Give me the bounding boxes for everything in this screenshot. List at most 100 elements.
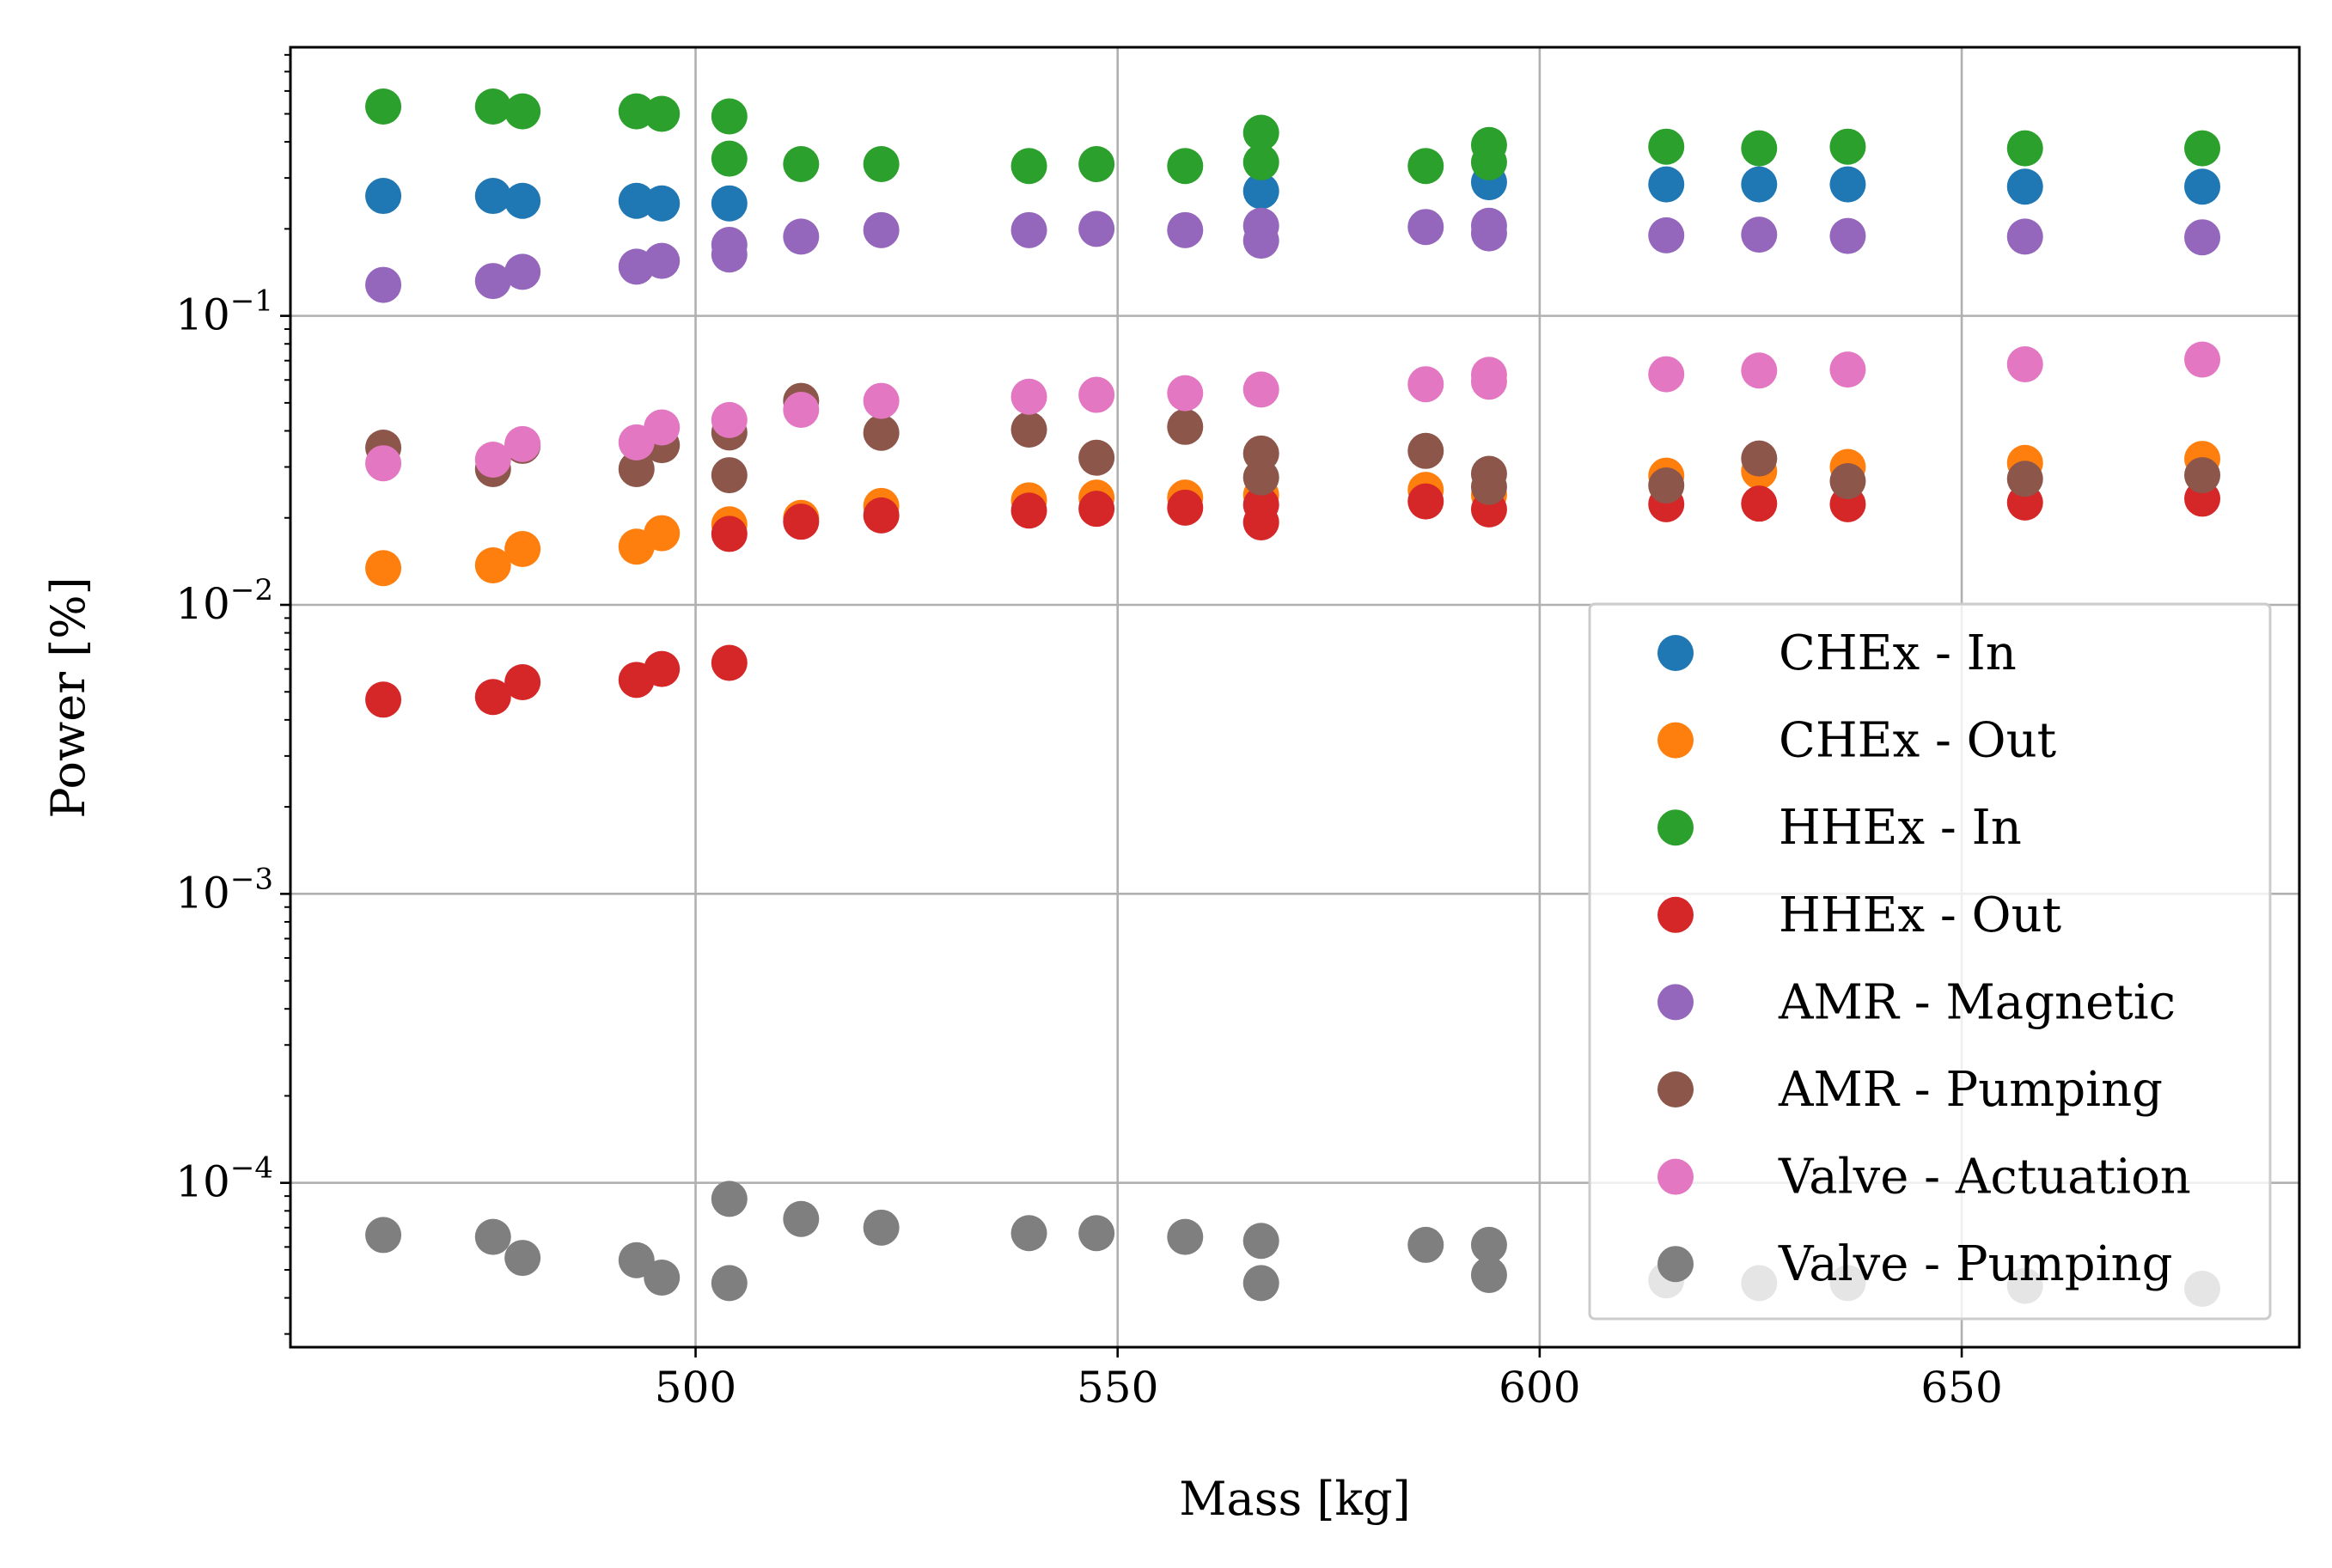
point-valve-pumping bbox=[1242, 1265, 1279, 1302]
legend-label: HHEx - Out bbox=[1779, 888, 2062, 943]
plot-frame bbox=[289, 46, 2301, 1349]
point-amr-magnetic bbox=[1010, 211, 1047, 248]
data-points bbox=[365, 88, 2221, 1308]
point-hhex-in bbox=[711, 140, 748, 177]
legend-marker bbox=[1657, 1246, 1694, 1283]
point-hhex-out bbox=[1407, 483, 1444, 520]
legend-marker bbox=[1657, 1071, 1694, 1107]
point-amr-magnetic bbox=[2006, 218, 2043, 255]
point-chex-in bbox=[711, 185, 748, 222]
point-hhex-out bbox=[711, 516, 748, 552]
legend-marker bbox=[1657, 896, 1694, 933]
point-valve-pumping bbox=[1242, 1223, 1279, 1260]
point-amr-magnetic bbox=[1648, 217, 1685, 253]
point-valve-pumping bbox=[1167, 1218, 1204, 1255]
axis-ticks: 500 550 600 650 10−4 10−3 10−2 10−1 bbox=[175, 53, 2003, 1412]
point-amr-pumping bbox=[2184, 457, 2221, 494]
point-hhex-out bbox=[1010, 492, 1047, 529]
x-axis-label: Mass [kg] bbox=[1179, 1472, 1411, 1526]
point-hhex-out bbox=[1741, 485, 1778, 522]
point-valve-pumping bbox=[863, 1209, 900, 1246]
point-amr-pumping bbox=[863, 414, 900, 451]
point-amr-magnetic bbox=[1167, 211, 1204, 248]
point-hhex-out bbox=[365, 681, 402, 718]
point-hhex-in bbox=[2184, 130, 2221, 167]
point-amr-pumping bbox=[1648, 467, 1685, 503]
point-amr-pumping bbox=[618, 450, 655, 487]
point-hhex-in bbox=[863, 146, 900, 183]
legend-label: CHEx - In bbox=[1779, 625, 2017, 681]
point-hhex-in bbox=[504, 93, 541, 130]
legend: CHEx - In CHEx - Out HHEx - In HHEx - Out AM… bbox=[1588, 602, 2272, 1321]
point-amr-magnetic bbox=[1078, 210, 1115, 247]
legend-marker bbox=[1657, 984, 1694, 1021]
point-valve-pumping bbox=[711, 1181, 748, 1217]
point-chex-out bbox=[365, 550, 402, 587]
point-hhex-in bbox=[1829, 128, 1866, 165]
point-hhex-in bbox=[365, 88, 402, 125]
point-amr-pumping bbox=[1829, 462, 1866, 499]
point-hhex-in bbox=[1242, 114, 1279, 151]
point-valve-pumping bbox=[504, 1240, 541, 1277]
point-valve-actuation bbox=[1648, 356, 1685, 393]
point-hhex-out bbox=[863, 497, 900, 534]
y-tick-label: 10−1 bbox=[175, 284, 273, 340]
point-amr-pumping bbox=[1010, 412, 1047, 448]
point-hhex-in bbox=[783, 146, 820, 183]
point-hhex-in bbox=[474, 88, 511, 125]
point-hhex-out bbox=[711, 644, 748, 681]
point-hhex-in bbox=[1167, 148, 1204, 185]
point-hhex-out bbox=[1242, 503, 1279, 540]
y-tick-label: 10−2 bbox=[175, 573, 273, 629]
point-amr-pumping bbox=[1741, 440, 1778, 477]
point-hhex-in bbox=[711, 98, 748, 135]
point-amr-pumping bbox=[711, 457, 748, 494]
point-hhex-out bbox=[1167, 489, 1204, 526]
point-chex-out bbox=[474, 547, 511, 584]
point-hhex-out bbox=[644, 650, 681, 687]
point-amr-pumping bbox=[1078, 439, 1115, 476]
point-valve-pumping bbox=[618, 1242, 655, 1278]
point-valve-actuation bbox=[711, 401, 748, 438]
y-axis-label: Power [%] bbox=[41, 577, 95, 818]
x-tick-label: 500 bbox=[655, 1363, 736, 1412]
point-valve-actuation bbox=[1829, 351, 1866, 388]
legend-label: Valve - Actuation bbox=[1778, 1150, 2191, 1205]
point-valve-actuation bbox=[2184, 341, 2221, 378]
x-tick-label: 650 bbox=[1920, 1363, 2002, 1412]
legend-marker bbox=[1657, 722, 1694, 759]
point-amr-magnetic bbox=[1407, 209, 1444, 246]
point-chex-out bbox=[504, 531, 541, 568]
point-amr-pumping bbox=[2006, 461, 2043, 497]
point-hhex-in bbox=[1242, 143, 1279, 180]
point-amr-magnetic bbox=[365, 266, 402, 303]
point-valve-pumping bbox=[711, 1265, 748, 1302]
y-tick-label: 10−3 bbox=[175, 862, 273, 918]
point-hhex-out bbox=[1078, 491, 1115, 528]
point-amr-pumping bbox=[1242, 459, 1279, 496]
point-valve-pumping bbox=[783, 1200, 820, 1237]
legend-marker bbox=[1657, 809, 1694, 846]
point-chex-in bbox=[1648, 166, 1685, 203]
point-chex-in bbox=[1829, 166, 1866, 203]
point-valve-pumping bbox=[474, 1218, 511, 1255]
legend-label: AMR - Pumping bbox=[1778, 1062, 2163, 1118]
point-valve-actuation bbox=[1242, 371, 1279, 408]
point-amr-magnetic bbox=[644, 242, 681, 279]
point-valve-pumping bbox=[365, 1217, 402, 1254]
point-chex-in bbox=[504, 182, 541, 219]
point-valve-actuation bbox=[2006, 345, 2043, 382]
point-valve-actuation bbox=[863, 382, 900, 419]
legend-box bbox=[1588, 602, 2272, 1321]
point-chex-in bbox=[1242, 173, 1279, 210]
point-hhex-out bbox=[783, 503, 820, 540]
point-valve-actuation bbox=[1741, 352, 1778, 389]
point-amr-magnetic bbox=[1829, 217, 1866, 254]
point-hhex-in bbox=[644, 95, 681, 132]
point-amr-magnetic bbox=[2184, 219, 2221, 256]
point-amr-pumping bbox=[1470, 468, 1507, 505]
point-hhex-in bbox=[1407, 148, 1444, 185]
x-tick-label: 550 bbox=[1077, 1363, 1158, 1412]
point-amr-pumping bbox=[1407, 432, 1444, 469]
point-amr-magnetic bbox=[1741, 217, 1778, 253]
